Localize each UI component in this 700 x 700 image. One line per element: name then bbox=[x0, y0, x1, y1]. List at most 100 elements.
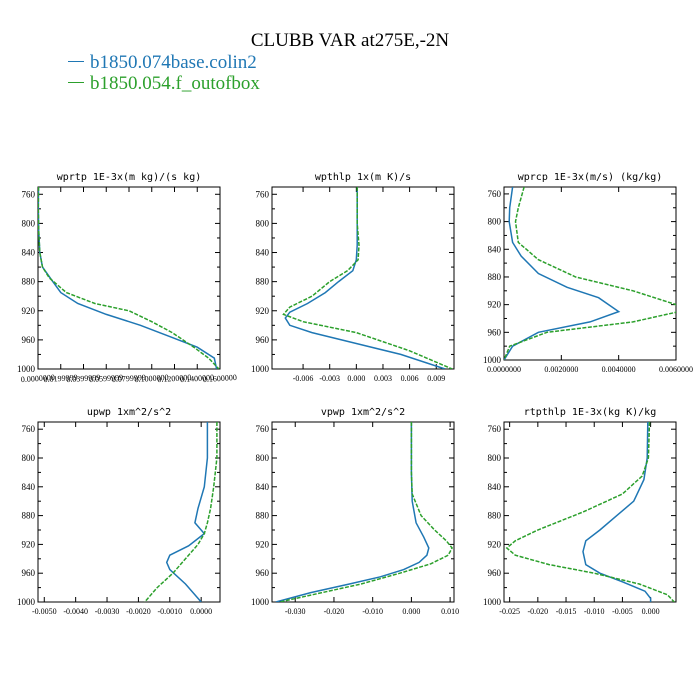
x-tick-label: -0.010 bbox=[362, 607, 383, 616]
y-tick-label: 880 bbox=[488, 511, 502, 521]
chart-panel-2: wpthlp 1x(m K)/s 760 800 840 880 920 960 1000 -0… bbox=[251, 172, 455, 383]
plot-frame bbox=[503, 186, 677, 361]
y-tick-label: 920 bbox=[488, 300, 502, 310]
panel-title: upwp 1xm^2/s^2 bbox=[87, 407, 171, 418]
x-tick-label: -0.0030 bbox=[95, 607, 120, 616]
chart-panel-6: rtpthlp 1E-3x(kg K)/kg 760 800 840 880 920 960… bbox=[483, 407, 677, 616]
legend-label: b1850.074base.colin2 bbox=[90, 52, 257, 73]
panel-title: rtpthlp 1E-3x(kg K)/kg bbox=[524, 407, 656, 418]
y-tick-label: 960 bbox=[22, 568, 36, 578]
y-tick-label: 880 bbox=[256, 511, 270, 521]
series-line-outofbox bbox=[504, 187, 676, 360]
y-tick-label: 880 bbox=[256, 277, 270, 287]
x-tick-label: 0.010 bbox=[441, 607, 459, 616]
x-tick-label: 0.1600000 bbox=[203, 373, 238, 384]
legend-swatch-icon bbox=[68, 82, 84, 84]
y-tick-label: 760 bbox=[22, 189, 36, 199]
x-tick-label: -0.0040 bbox=[63, 607, 88, 616]
y-tick-label: 920 bbox=[256, 306, 270, 316]
plot-frame bbox=[37, 186, 221, 370]
y-tick-label: 1000 bbox=[251, 364, 270, 374]
legend-entry-outofbox: b1850.054.f_outofbox bbox=[68, 73, 260, 95]
y-tick-label: 960 bbox=[488, 568, 502, 578]
y-tick-label: 880 bbox=[488, 272, 502, 282]
x-tick-label: 0.0020000 bbox=[544, 365, 578, 374]
x-tick-label: 0.0399999 bbox=[66, 373, 101, 384]
series-line-colin2 bbox=[275, 422, 430, 602]
chart-panel-3: wprcp 1E-3x(m/s) (kg/kg) 760 800 840 880 920 9… bbox=[483, 172, 693, 374]
x-tick-label: -0.020 bbox=[528, 607, 549, 616]
y-tick-label: 840 bbox=[488, 244, 502, 254]
x-tick-label: -0.0050 bbox=[32, 607, 57, 616]
y-tick-label: 760 bbox=[256, 189, 270, 199]
y-tick-label: 1000 bbox=[251, 597, 270, 607]
x-tick-label: 0.006 bbox=[401, 374, 419, 383]
x-tick-label: -0.005 bbox=[612, 607, 633, 616]
series-line-colin2 bbox=[38, 187, 218, 369]
x-tick-label: -0.0020 bbox=[126, 607, 151, 616]
x-tick-label: 0.0060000 bbox=[659, 365, 693, 374]
y-tick-label: 840 bbox=[22, 482, 36, 492]
x-tick-label: 0.0000000 bbox=[487, 365, 521, 374]
series-line-outofbox bbox=[144, 422, 218, 602]
plot-frame bbox=[37, 421, 221, 603]
y-tick-label: 840 bbox=[22, 248, 36, 258]
y-tick-label: 760 bbox=[256, 424, 270, 434]
plot-frame bbox=[271, 421, 455, 603]
panel-title: wprcp 1E-3x(m/s) (kg/kg) bbox=[518, 172, 663, 183]
y-tick-label: 960 bbox=[488, 327, 502, 337]
series-line-colin2 bbox=[284, 187, 446, 369]
y-tick-label: 800 bbox=[256, 453, 270, 463]
legend-swatch-icon bbox=[68, 61, 84, 63]
y-tick-label: 920 bbox=[22, 306, 36, 316]
y-tick-label: 800 bbox=[488, 453, 502, 463]
x-tick-label: -0.003 bbox=[319, 374, 340, 383]
x-tick-label: 0.0000000 bbox=[21, 373, 56, 384]
figure-title: CLUBB VAR at275E,-2N bbox=[250, 30, 450, 51]
x-tick-label: -0.020 bbox=[324, 607, 345, 616]
y-tick-label: 920 bbox=[22, 539, 36, 549]
y-tick-label: 1000 bbox=[483, 597, 502, 607]
x-tick-label: -0.006 bbox=[293, 374, 314, 383]
chart-panel-5: vpwp 1xm^2/s^2 760 800 840 880 920 960 1000 -0.0… bbox=[251, 407, 459, 616]
y-tick-label: 880 bbox=[22, 277, 36, 287]
chart-panel-1: wprtp 1E-3x(m kg)/(s kg) 760 800 840 880 920 9… bbox=[17, 172, 237, 384]
series-line-outofbox bbox=[505, 422, 675, 602]
x-tick-label: 0.000 bbox=[347, 374, 365, 383]
x-tick-label: 0.0599999 bbox=[89, 373, 124, 384]
x-tick-label: 0.0199999 bbox=[43, 373, 78, 384]
series-line-colin2 bbox=[582, 422, 652, 602]
y-tick-label: 920 bbox=[488, 539, 502, 549]
chart-panel-4: upwp 1xm^2/s^27608008408809209601000-0.0… bbox=[17, 407, 221, 616]
series-line-colin2 bbox=[504, 187, 621, 360]
y-tick-label: 840 bbox=[256, 482, 270, 492]
y-tick-label: 1000 bbox=[17, 364, 36, 374]
x-tick-label: 0.0000 bbox=[190, 607, 212, 616]
x-tick-label: -0.0010 bbox=[157, 607, 182, 616]
x-tick-label: 0.1400000 bbox=[180, 373, 215, 384]
x-tick-label: -0.030 bbox=[285, 607, 306, 616]
x-tick-label: 0.1000000 bbox=[134, 373, 169, 384]
x-tick-label: 0.000 bbox=[642, 607, 660, 616]
y-tick-label: 880 bbox=[22, 511, 36, 521]
y-tick-label: 960 bbox=[256, 335, 270, 345]
legend-label: b1850.054.f_outofbox bbox=[90, 73, 260, 94]
y-tick-label: 760 bbox=[22, 424, 36, 434]
x-tick-label: 0.0799999 bbox=[112, 373, 147, 384]
y-tick-label: 1000 bbox=[17, 597, 36, 607]
x-tick-label: -0.025 bbox=[499, 607, 520, 616]
y-tick-label: 760 bbox=[488, 424, 502, 434]
series-line-colin2 bbox=[165, 422, 209, 602]
y-tick-label: 840 bbox=[256, 248, 270, 258]
x-tick-label: 0.0040000 bbox=[602, 365, 636, 374]
y-tick-label: 960 bbox=[256, 568, 270, 578]
legend-entry-colin2: b1850.074base.colin2 bbox=[68, 52, 257, 74]
x-tick-label: 0.009 bbox=[427, 374, 445, 383]
series-line-outofbox bbox=[38, 187, 220, 369]
x-tick-label: 0.003 bbox=[374, 374, 392, 383]
y-tick-label: 800 bbox=[22, 218, 36, 228]
y-tick-label: 1000 bbox=[483, 355, 502, 365]
y-tick-label: 800 bbox=[22, 453, 36, 463]
x-tick-label: 0.1200000 bbox=[157, 373, 192, 384]
